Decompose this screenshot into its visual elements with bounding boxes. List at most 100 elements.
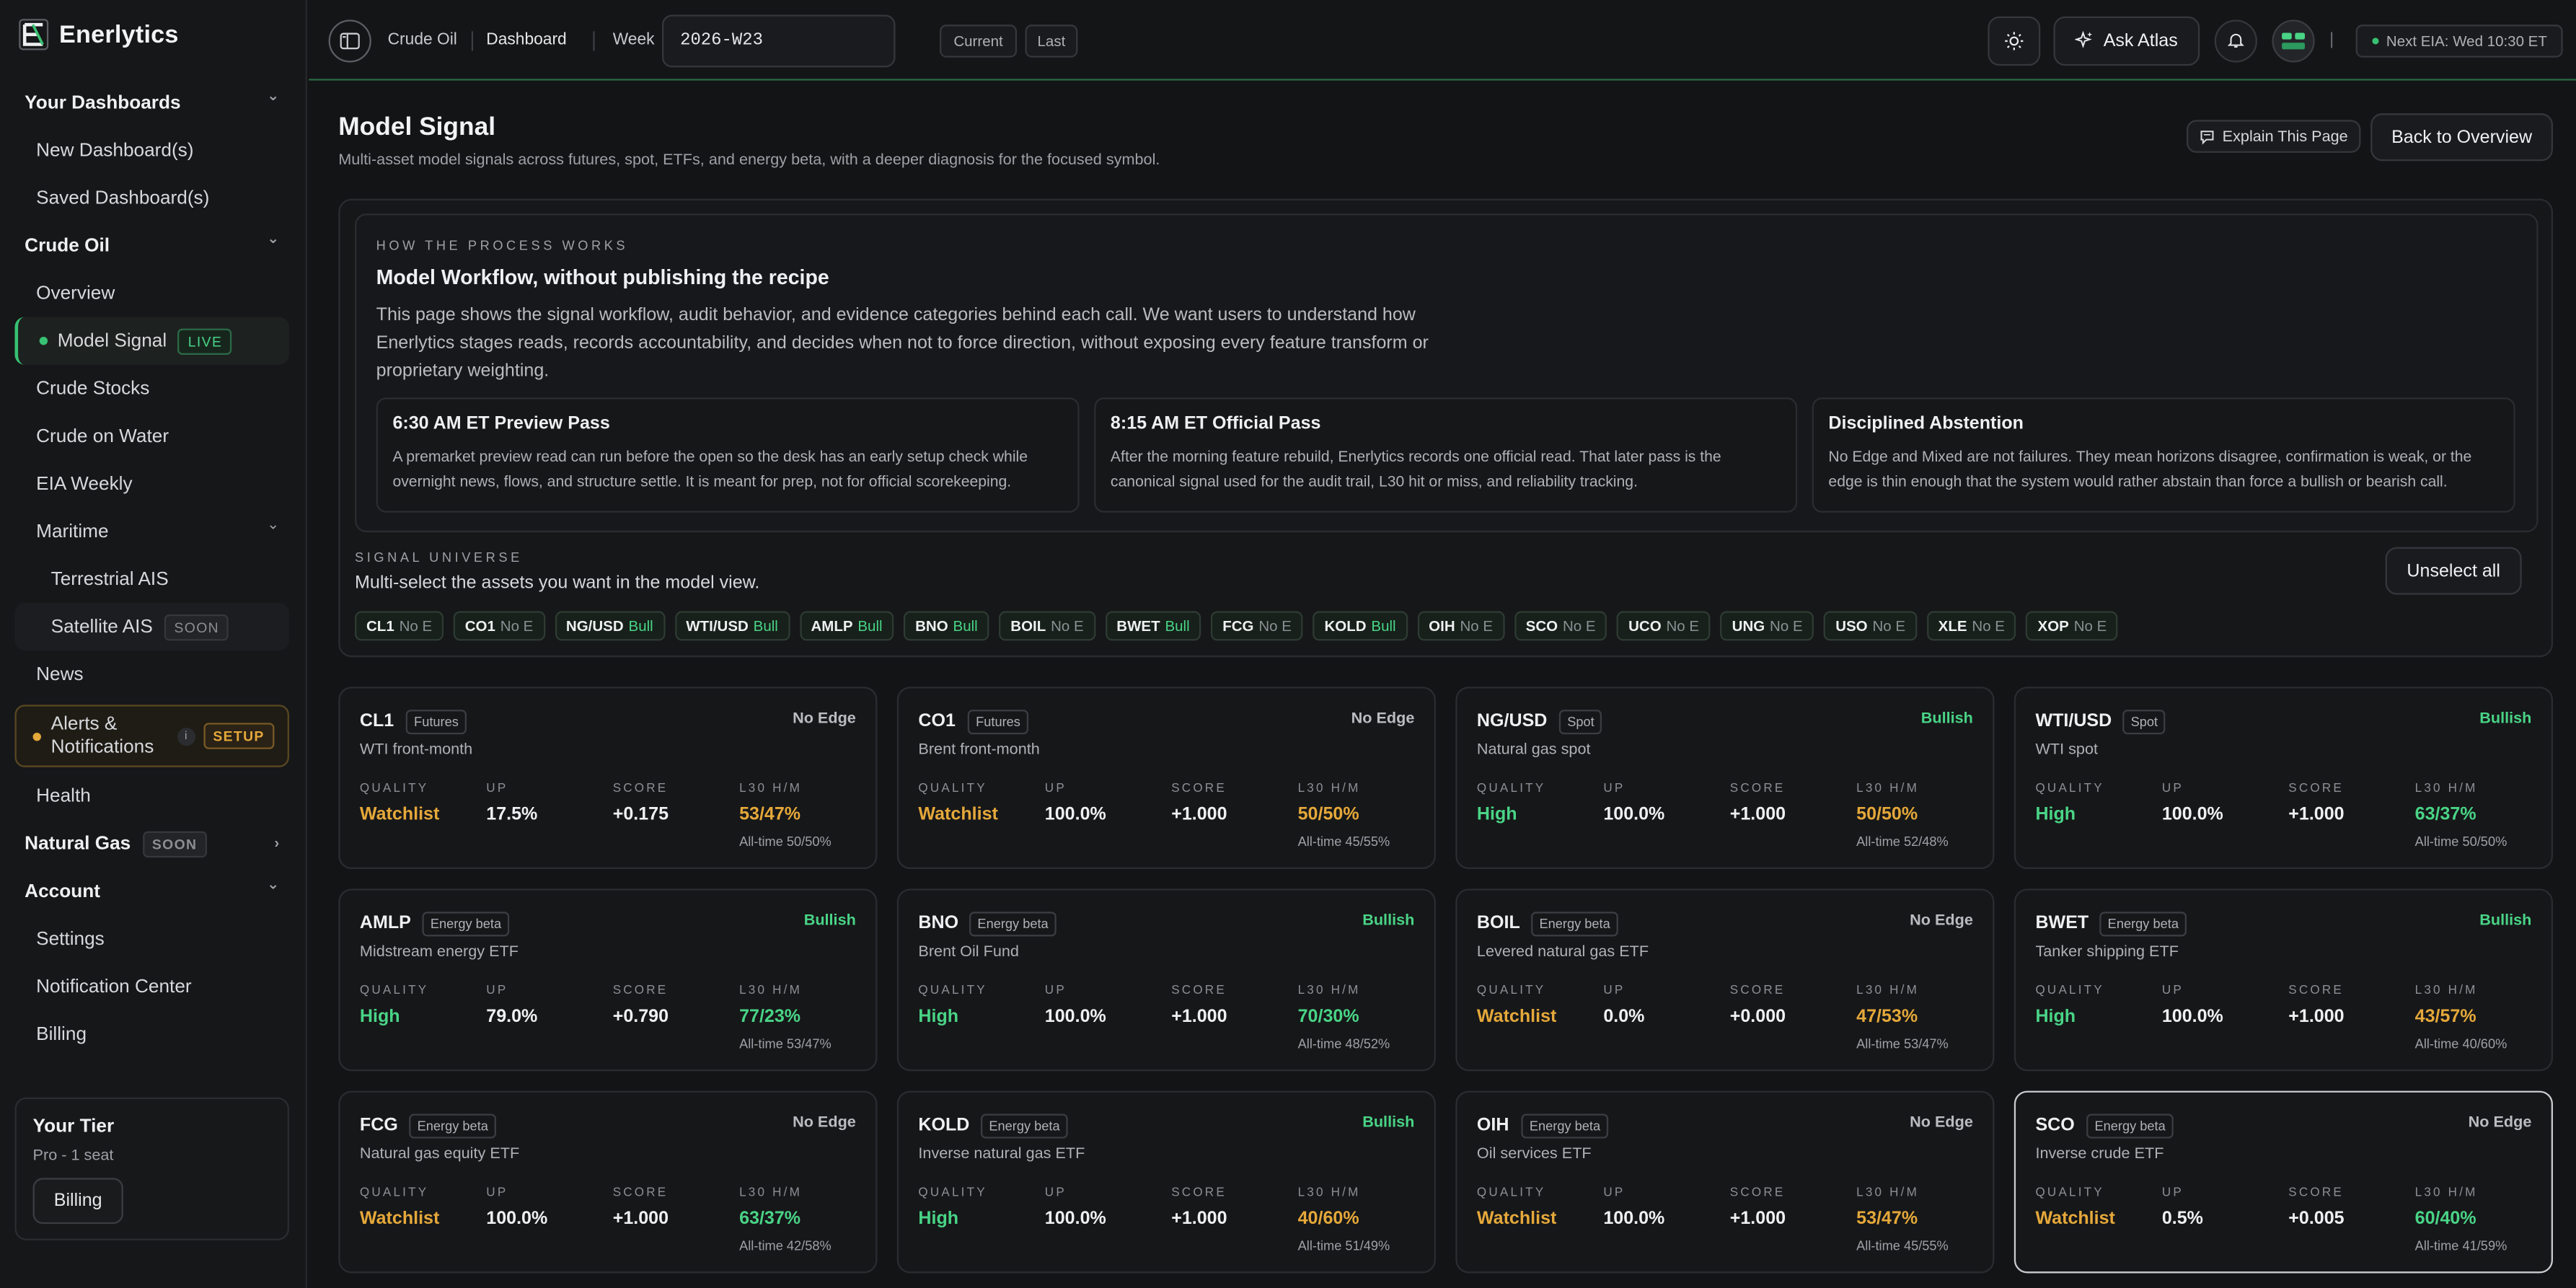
sidebar-item-maritime[interactable]: Maritime ⌄ bbox=[15, 508, 289, 555]
signal-card-boil[interactable]: BOIL Energy beta No Edge Levered natural ga… bbox=[1455, 888, 1995, 1072]
metric-label: QUALITY bbox=[2035, 780, 2104, 795]
metric-quality: QUALITY High bbox=[360, 982, 428, 1027]
tier-card: Your Tier Pro - 1 seat Billing bbox=[14, 1097, 289, 1240]
signal-card-sco[interactable]: SCO Energy beta No Edge Inverse crude ETF QU… bbox=[2013, 1090, 2554, 1274]
explain-page-button[interactable]: Explain This Page bbox=[2187, 120, 2361, 153]
sidebar-item-billing[interactable]: Billing bbox=[15, 1010, 289, 1058]
chevron-right-icon[interactable]: › bbox=[274, 834, 280, 852]
current-week-button[interactable]: Current bbox=[940, 24, 1018, 57]
sidebar-item-account[interactable]: Account ⌄ bbox=[15, 868, 289, 915]
sidebar-item-your-dashboards[interactable]: Your Dashboards ⌄ bbox=[15, 79, 289, 126]
chevron-down-icon[interactable]: ⌄ bbox=[267, 875, 280, 892]
asset-chip[interactable]: WTI/USD Bull bbox=[674, 611, 790, 641]
chevron-down-icon[interactable]: ⌄ bbox=[267, 516, 280, 533]
metric-l30: L30 H/M 77/23% All-time 53/47% bbox=[739, 982, 832, 1051]
last-week-button[interactable]: Last bbox=[1025, 24, 1078, 57]
process-eyebrow: HOW THE PROCESS WORKS bbox=[376, 238, 629, 253]
asset-type-badge: Energy beta bbox=[422, 912, 510, 937]
chevron-down-icon[interactable]: ⌄ bbox=[267, 87, 280, 104]
sidebar-item-news[interactable]: News bbox=[15, 650, 289, 698]
metric-l30: L30 H/M 50/50% All-time 45/55% bbox=[1298, 780, 1390, 850]
asset-chip[interactable]: BOIL No E bbox=[999, 611, 1095, 641]
ask-atlas-button[interactable]: Ask Atlas bbox=[2053, 15, 2200, 65]
signal-status: No Edge bbox=[1910, 912, 1973, 930]
chip-symbol: SCO bbox=[1525, 617, 1558, 635]
alltime-ratio: All-time 45/55% bbox=[1856, 1238, 1949, 1254]
brand[interactable]: Enerlytics bbox=[18, 18, 179, 51]
asset-chip[interactable]: USO No E bbox=[1824, 611, 1918, 641]
asset-chip[interactable]: XOP No E bbox=[2026, 611, 2119, 641]
process-panel: HOW THE PROCESS WORKS Model Workflow, wi… bbox=[338, 198, 2554, 658]
sidebar-item-crude-oil[interactable]: Crude Oil ⌄ bbox=[15, 222, 289, 270]
signal-card-amlp[interactable]: AMLP Energy beta Bullish Midstream energy E… bbox=[338, 888, 878, 1072]
signal-card-ng-usd[interactable]: NG/USD Spot Bullish Natural gas spot QUALITY… bbox=[1455, 687, 1995, 870]
asset-chip[interactable]: XLE No E bbox=[1926, 611, 2016, 641]
metric-value: Watchlist bbox=[359, 805, 440, 825]
breadcrumb-dashboard[interactable]: Dashboard bbox=[486, 31, 567, 50]
tier-billing-button[interactable]: Billing bbox=[32, 1178, 123, 1225]
asset-chip[interactable]: CL1 No E bbox=[355, 611, 444, 641]
step-description: A premarket preview read can run before … bbox=[392, 448, 1028, 490]
metric-label: L30 H/M bbox=[1297, 982, 1361, 997]
week-input[interactable]: 2026-W23 bbox=[662, 14, 896, 67]
metric-value: +1.000 bbox=[1171, 805, 1227, 825]
signal-card-kold[interactable]: KOLD Energy beta Bullish Inverse natural ga… bbox=[896, 1090, 1436, 1274]
asset-type-badge: Energy beta bbox=[1521, 1113, 1609, 1139]
status-badge: LIVE bbox=[178, 327, 232, 354]
chevron-down-icon[interactable]: ⌄ bbox=[267, 229, 280, 247]
signal-card-cl1[interactable]: CL1 Futures No Edge WTI front-month QUALITY W… bbox=[338, 687, 878, 870]
asset-chip[interactable]: CO1 No E bbox=[453, 611, 545, 641]
sidebar-item-settings[interactable]: Settings bbox=[15, 915, 289, 963]
metric-value: 50/50% bbox=[1297, 805, 1359, 825]
next-eia-badge[interactable]: Next EIA: Wed 10:30 ET bbox=[2355, 24, 2563, 57]
sidebar-item-alerts-notifications[interactable]: Alerts & Notifications i SETUP bbox=[14, 705, 289, 767]
asset-chip[interactable]: OIH No E bbox=[1417, 611, 1505, 641]
asset-chip[interactable]: NG/USD Bull bbox=[554, 611, 665, 641]
sidebar-item-eia-weekly[interactable]: EIA Weekly bbox=[15, 460, 289, 508]
metric-value: 50/50% bbox=[1856, 805, 1918, 825]
asset-chip[interactable]: BWET Bull bbox=[1105, 611, 1201, 641]
back-to-overview-button[interactable]: Back to Overview bbox=[2370, 113, 2554, 162]
metric-l30: L30 H/M 63/37% All-time 50/50% bbox=[2415, 780, 2507, 850]
signal-card-wti-usd[interactable]: WTI/USD Spot Bullish WTI spot QUALITY High UP 1… bbox=[2013, 687, 2554, 870]
metric-l30: L30 H/M 40/60% All-time 51/49% bbox=[1298, 1184, 1390, 1253]
metric-value: +1.000 bbox=[1729, 1209, 1786, 1229]
metric-label: L30 H/M bbox=[1856, 982, 1920, 997]
metric-up: UP 0.5% bbox=[2162, 1184, 2203, 1229]
asset-chip[interactable]: KOLD Bull bbox=[1313, 611, 1408, 641]
signal-card-fcg[interactable]: FCG Energy beta No Edge Natural gas equity … bbox=[338, 1090, 878, 1274]
unselect-all-button[interactable]: Unselect all bbox=[2385, 547, 2522, 595]
sidebar-item-terrestrial-ais[interactable]: Terrestrial AIS bbox=[15, 555, 289, 603]
sidebar-item-overview[interactable]: Overview bbox=[15, 270, 289, 317]
sidebar-item-new-dashboard-s[interactable]: New Dashboard(s) bbox=[15, 126, 289, 174]
metric-l30: L30 H/M 70/30% All-time 48/52% bbox=[1298, 982, 1390, 1051]
metric-score: SCORE +0.790 bbox=[613, 982, 669, 1027]
info-icon[interactable]: i bbox=[177, 727, 195, 746]
breadcrumb-crude-oil[interactable]: Crude Oil bbox=[387, 31, 457, 50]
signal-card-co1[interactable]: CO1 Futures No Edge Brent front-month QUALIT… bbox=[896, 687, 1436, 870]
sidebar-toggle-button[interactable] bbox=[328, 19, 371, 62]
signal-card-oih[interactable]: OIH Energy beta No Edge Oil services ETF QUA… bbox=[1455, 1090, 1995, 1274]
asset-chip[interactable]: UNG No E bbox=[1720, 611, 1814, 641]
asset-chip[interactable]: BNO Bull bbox=[904, 611, 989, 641]
theme-toggle-button[interactable] bbox=[1988, 15, 2041, 65]
sidebar-item-natural-gas[interactable]: Natural Gas SOON › bbox=[15, 820, 289, 868]
asset-chip[interactable]: UCO No E bbox=[1617, 611, 1711, 641]
avatar[interactable] bbox=[2272, 19, 2315, 62]
sidebar-item-notification-center[interactable]: Notification Center bbox=[15, 963, 289, 1010]
signal-card-bno[interactable]: BNO Energy beta Bullish Brent Oil Fund QUALI… bbox=[896, 888, 1436, 1072]
asset-chip[interactable]: SCO No E bbox=[1514, 611, 1607, 641]
sidebar-item-health[interactable]: Health bbox=[15, 772, 289, 820]
signal-card-bwet[interactable]: BWET Energy beta Bullish Tanker shipping ET… bbox=[2013, 888, 2554, 1072]
notifications-button[interactable] bbox=[2214, 19, 2257, 62]
asset-chip[interactable]: FCG No E bbox=[1211, 611, 1303, 641]
sidebar-item-satellite-ais[interactable]: Satellite AIS SOON bbox=[14, 603, 289, 651]
asset-type-badge: Energy beta bbox=[969, 912, 1057, 937]
metric-label: SCORE bbox=[1171, 1184, 1227, 1199]
card-symbol: OIH bbox=[1476, 1115, 1509, 1136]
sidebar-item-crude-stocks[interactable]: Crude Stocks bbox=[15, 365, 289, 413]
asset-chip[interactable]: AMLP Bull bbox=[799, 611, 894, 641]
sidebar-item-model-signal[interactable]: Model Signal LIVE bbox=[14, 317, 289, 365]
sidebar-item-saved-dashboard-s[interactable]: Saved Dashboard(s) bbox=[15, 174, 289, 221]
sidebar-item-crude-on-water[interactable]: Crude on Water bbox=[15, 413, 289, 460]
